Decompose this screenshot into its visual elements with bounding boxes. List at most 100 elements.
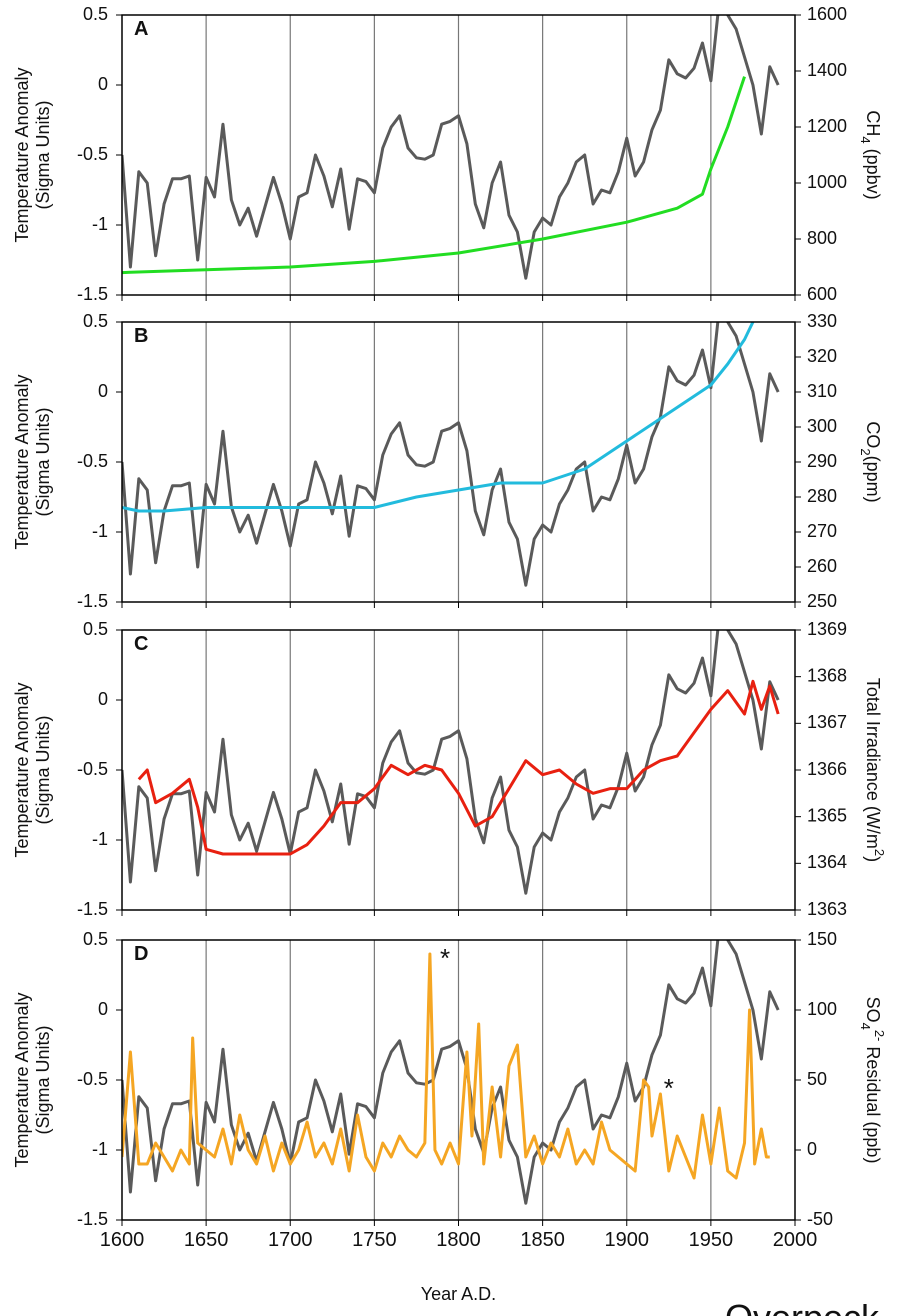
plot-frame: [121, 321, 796, 603]
y-axis-label-line: Temperature Anomaly: [12, 682, 32, 857]
y-tick-label: -0.5: [77, 1069, 108, 1089]
x-axis-label: Year A.D.: [421, 1284, 496, 1304]
series-line: [122, 322, 755, 513]
footer-text: Overpeck: [725, 1297, 880, 1316]
y2-tick-label: 1600: [807, 4, 847, 24]
y2-tick-label: 1000: [807, 172, 847, 192]
series-line: [122, 940, 780, 1205]
y-axis-label-line: Temperature Anomaly: [12, 992, 32, 1167]
y2-tick-label: 600: [807, 284, 837, 304]
y-axis-label-line: (Sigma Units): [33, 715, 53, 824]
y-tick-label: -1: [92, 521, 108, 541]
series-line: [137, 679, 780, 856]
x-tick-label: 1700: [268, 1229, 313, 1251]
y-tick-label: 0.5: [83, 4, 108, 24]
y2-tick-label: 1363: [807, 899, 847, 919]
y-tick-label: 0: [98, 381, 108, 401]
x-tick-label: 1950: [689, 1229, 734, 1251]
y2-tick-label: 290: [807, 451, 837, 471]
y-tick-label: -1: [92, 829, 108, 849]
y-tick-label: 0: [98, 74, 108, 94]
y-tick-label: 0.5: [83, 619, 108, 639]
y2-axis-label: CO2(ppm): [858, 421, 883, 502]
series-line: [122, 76, 746, 275]
panel-label: B: [134, 325, 148, 347]
y2-tick-label: 1367: [807, 712, 847, 732]
y-axis-label: Temperature Anomaly(Sigma Units): [12, 67, 53, 242]
y2-axis-label-part: 2: [872, 849, 887, 856]
y-axis-label: Temperature Anomaly(Sigma Units): [12, 992, 53, 1167]
y-tick-label: -0.5: [77, 759, 108, 779]
y2-tick-label: 1366: [807, 759, 847, 779]
plot-frame: [121, 629, 796, 911]
y2-axis-label-part: CO: [863, 421, 883, 448]
y-tick-label: -0.5: [77, 144, 108, 164]
y2-axis-label-part: 2-: [872, 1030, 887, 1042]
y2-axis-label-part: 4: [858, 136, 873, 143]
y2-axis-label-part: 4: [858, 1023, 873, 1030]
y-axis-label-line: (Sigma Units): [33, 1025, 53, 1134]
y2-axis-label: Total Irradiance (W/m2): [863, 678, 887, 862]
y2-axis-label: SO42- Residual (ppb): [858, 997, 887, 1164]
y-axis-label-line: (Sigma Units): [33, 407, 53, 516]
y2-axis-label-part: Residual (ppb): [863, 1041, 883, 1163]
x-tick-label: 1750: [352, 1229, 397, 1251]
y-tick-label: -1.5: [77, 284, 108, 304]
panel-label: D: [134, 943, 148, 965]
panel-label: C: [134, 633, 148, 655]
y-tick-label: -1.5: [77, 1209, 108, 1229]
y2-tick-label: 260: [807, 556, 837, 576]
y-tick-label: -1.5: [77, 591, 108, 611]
y2-tick-label: 1365: [807, 805, 847, 825]
plot-frame: [121, 14, 796, 296]
annotation: *: [440, 943, 450, 973]
y2-tick-label: 1400: [807, 60, 847, 80]
y-tick-label: 0.5: [83, 311, 108, 331]
y-axis-label-line: (Sigma Units): [33, 100, 53, 209]
x-tick-label: 1800: [436, 1229, 481, 1251]
y-axis-label: Temperature Anomaly(Sigma Units): [12, 682, 53, 857]
y2-axis-label-part: 2: [858, 448, 873, 455]
y-tick-label: -1.5: [77, 899, 108, 919]
y2-axis-label-part: (ppm): [863, 456, 883, 503]
y-tick-label: 0: [98, 689, 108, 709]
y2-tick-label: 100: [807, 999, 837, 1019]
y2-axis-label-part: Total Irradiance (W/m: [863, 678, 883, 849]
y2-axis-label-part: CH: [863, 110, 883, 136]
y-tick-label: -0.5: [77, 451, 108, 471]
y-tick-label: -1: [92, 214, 108, 234]
y2-tick-label: 50: [807, 1069, 827, 1089]
y2-tick-label: 800: [807, 228, 837, 248]
annotation: *: [664, 1073, 674, 1103]
y-tick-label: -1: [92, 1139, 108, 1159]
y2-tick-label: 270: [807, 521, 837, 541]
series-line: [122, 630, 780, 895]
y-tick-label: 0: [98, 999, 108, 1019]
y2-tick-label: 1369: [807, 619, 847, 639]
y2-tick-label: 150: [807, 929, 837, 949]
x-tick-label: 1850: [520, 1229, 565, 1251]
y2-tick-label: 310: [807, 381, 837, 401]
y2-tick-label: 1364: [807, 852, 847, 872]
y2-tick-label: 1368: [807, 665, 847, 685]
y-axis-label-line: Temperature Anomaly: [12, 374, 32, 549]
y2-tick-label: 280: [807, 486, 837, 506]
y2-axis-label-part: ): [863, 856, 883, 862]
y2-axis-label: CH4 (ppbv): [858, 110, 883, 199]
y2-tick-label: 1200: [807, 116, 847, 136]
y2-axis-label-part: (ppbv): [863, 144, 883, 200]
y2-tick-label: 320: [807, 346, 837, 366]
x-tick-label: 2000: [773, 1229, 818, 1251]
y2-axis-label-part: SO: [863, 997, 883, 1023]
plot-frame: [121, 939, 796, 1221]
y2-tick-label: -50: [807, 1209, 833, 1229]
x-tick-label: 1650: [184, 1229, 229, 1251]
y2-tick-label: 330: [807, 311, 837, 331]
y-axis-label-line: Temperature Anomaly: [12, 67, 32, 242]
y2-tick-label: 250: [807, 591, 837, 611]
series-line: [122, 322, 780, 587]
y-axis-label: Temperature Anomaly(Sigma Units): [12, 374, 53, 549]
x-tick-label: 1600: [100, 1229, 145, 1251]
y-tick-label: 0.5: [83, 929, 108, 949]
y2-tick-label: 0: [807, 1139, 817, 1159]
